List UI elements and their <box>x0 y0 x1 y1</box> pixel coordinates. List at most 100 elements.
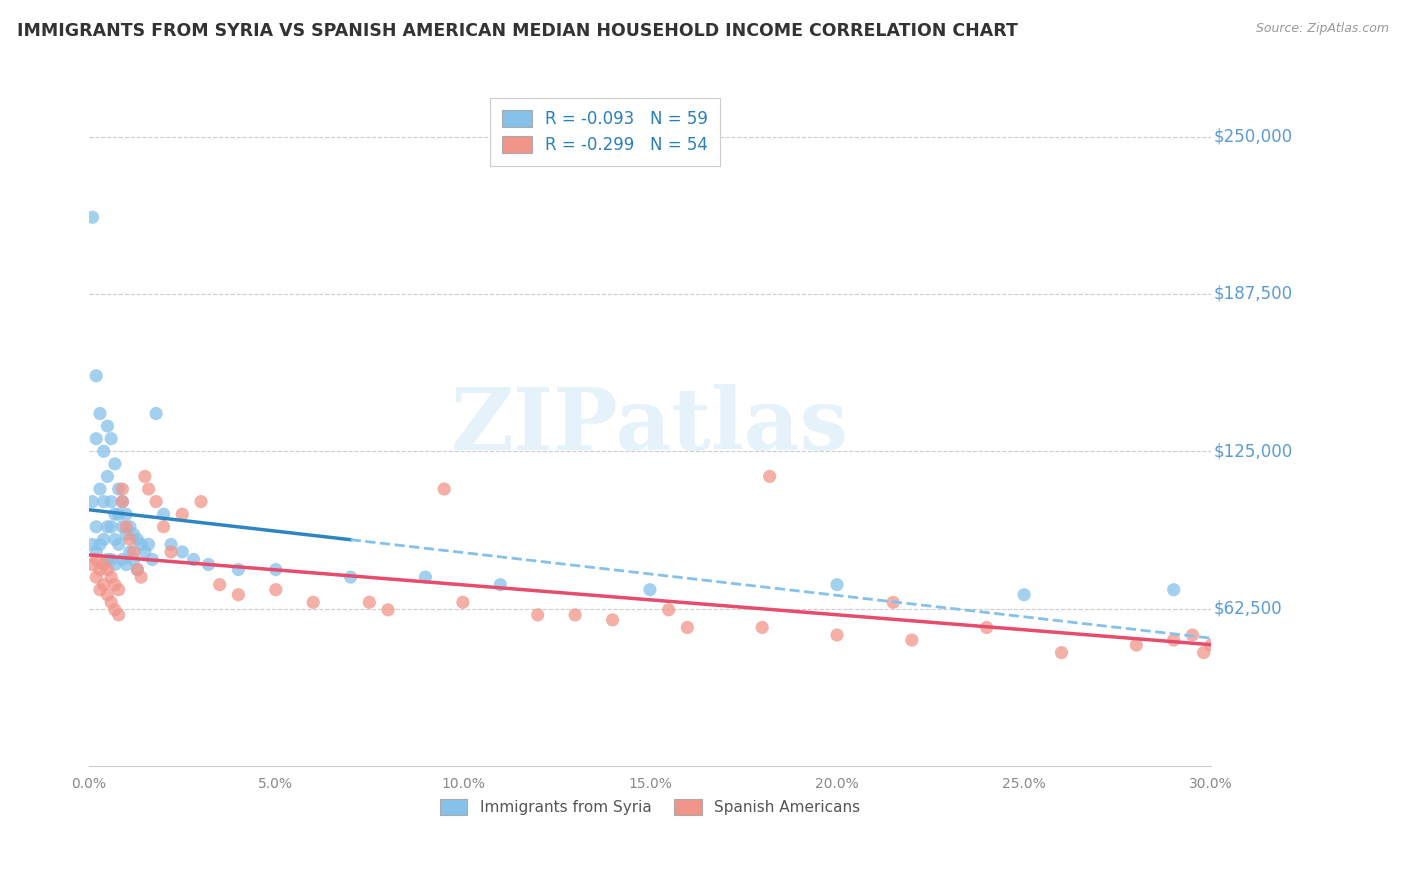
Point <box>84 520 107 534</box>
Point <box>93 444 115 458</box>
Point <box>141 552 163 566</box>
Point <box>127 563 149 577</box>
Point <box>1192 646 1215 660</box>
Point <box>160 545 183 559</box>
Point <box>751 620 773 634</box>
Point <box>115 527 138 541</box>
Point <box>115 520 138 534</box>
Point <box>104 507 127 521</box>
Point <box>100 432 122 446</box>
Point <box>228 588 250 602</box>
Point <box>96 588 118 602</box>
Point <box>415 570 437 584</box>
Point <box>100 595 122 609</box>
Text: ZIPatlas: ZIPatlas <box>451 384 849 468</box>
Point <box>489 577 512 591</box>
Point <box>118 533 141 547</box>
Point <box>111 520 134 534</box>
Point <box>127 533 149 547</box>
Point <box>82 537 104 551</box>
Point <box>115 558 138 572</box>
Point <box>526 607 548 622</box>
Point <box>96 419 118 434</box>
Point <box>89 582 111 597</box>
Point <box>602 613 624 627</box>
Point <box>564 607 586 622</box>
Text: $62,500: $62,500 <box>1213 599 1282 617</box>
Point <box>96 563 118 577</box>
Point <box>107 507 129 521</box>
Point <box>676 620 699 634</box>
Text: IMMIGRANTS FROM SYRIA VS SPANISH AMERICAN MEDIAN HOUSEHOLD INCOME CORRELATION CH: IMMIGRANTS FROM SYRIA VS SPANISH AMERICA… <box>17 22 1018 40</box>
Point <box>1012 588 1035 602</box>
Point <box>658 603 681 617</box>
Text: Source: ZipAtlas.com: Source: ZipAtlas.com <box>1256 22 1389 36</box>
Point <box>107 537 129 551</box>
Point <box>172 545 194 559</box>
Point <box>451 595 474 609</box>
Point <box>111 482 134 496</box>
Point <box>82 494 104 508</box>
Point <box>758 469 780 483</box>
Point <box>264 582 287 597</box>
Point <box>107 582 129 597</box>
Point <box>825 628 848 642</box>
Point <box>122 527 145 541</box>
Point <box>100 494 122 508</box>
Point <box>107 607 129 622</box>
Point <box>129 570 152 584</box>
Point <box>84 432 107 446</box>
Point <box>104 457 127 471</box>
Point <box>89 482 111 496</box>
Point <box>134 545 156 559</box>
Point <box>901 633 924 648</box>
Point <box>197 558 219 572</box>
Point <box>104 603 127 617</box>
Point <box>1199 638 1222 652</box>
Point <box>1050 646 1073 660</box>
Point <box>100 520 122 534</box>
Text: $187,500: $187,500 <box>1213 285 1292 303</box>
Point <box>228 563 250 577</box>
Point <box>122 545 145 559</box>
Point <box>145 494 167 508</box>
Point <box>264 563 287 577</box>
Point <box>93 558 115 572</box>
Point <box>96 520 118 534</box>
Point <box>104 533 127 547</box>
Text: $250,000: $250,000 <box>1213 128 1292 145</box>
Point <box>1163 582 1185 597</box>
Point <box>129 537 152 551</box>
Point <box>145 407 167 421</box>
Point <box>122 552 145 566</box>
Point <box>433 482 456 496</box>
Point <box>1181 628 1204 642</box>
Point <box>89 407 111 421</box>
Point <box>127 563 149 577</box>
Point <box>93 577 115 591</box>
Point <box>339 570 361 584</box>
Point <box>100 570 122 584</box>
Point <box>190 494 212 508</box>
Point <box>84 570 107 584</box>
Point <box>82 558 104 572</box>
Point <box>93 494 115 508</box>
Point <box>84 368 107 383</box>
Point <box>152 520 174 534</box>
Point <box>100 552 122 566</box>
Point <box>84 545 107 559</box>
Point <box>138 537 160 551</box>
Point <box>183 552 205 566</box>
Point <box>111 552 134 566</box>
Point <box>152 507 174 521</box>
Point <box>118 545 141 559</box>
Point <box>111 494 134 508</box>
Point <box>1125 638 1147 652</box>
Point <box>82 211 104 225</box>
Point <box>377 603 399 617</box>
Point <box>160 537 183 551</box>
Point <box>89 537 111 551</box>
Point <box>638 582 661 597</box>
Point <box>111 494 134 508</box>
Point <box>104 558 127 572</box>
